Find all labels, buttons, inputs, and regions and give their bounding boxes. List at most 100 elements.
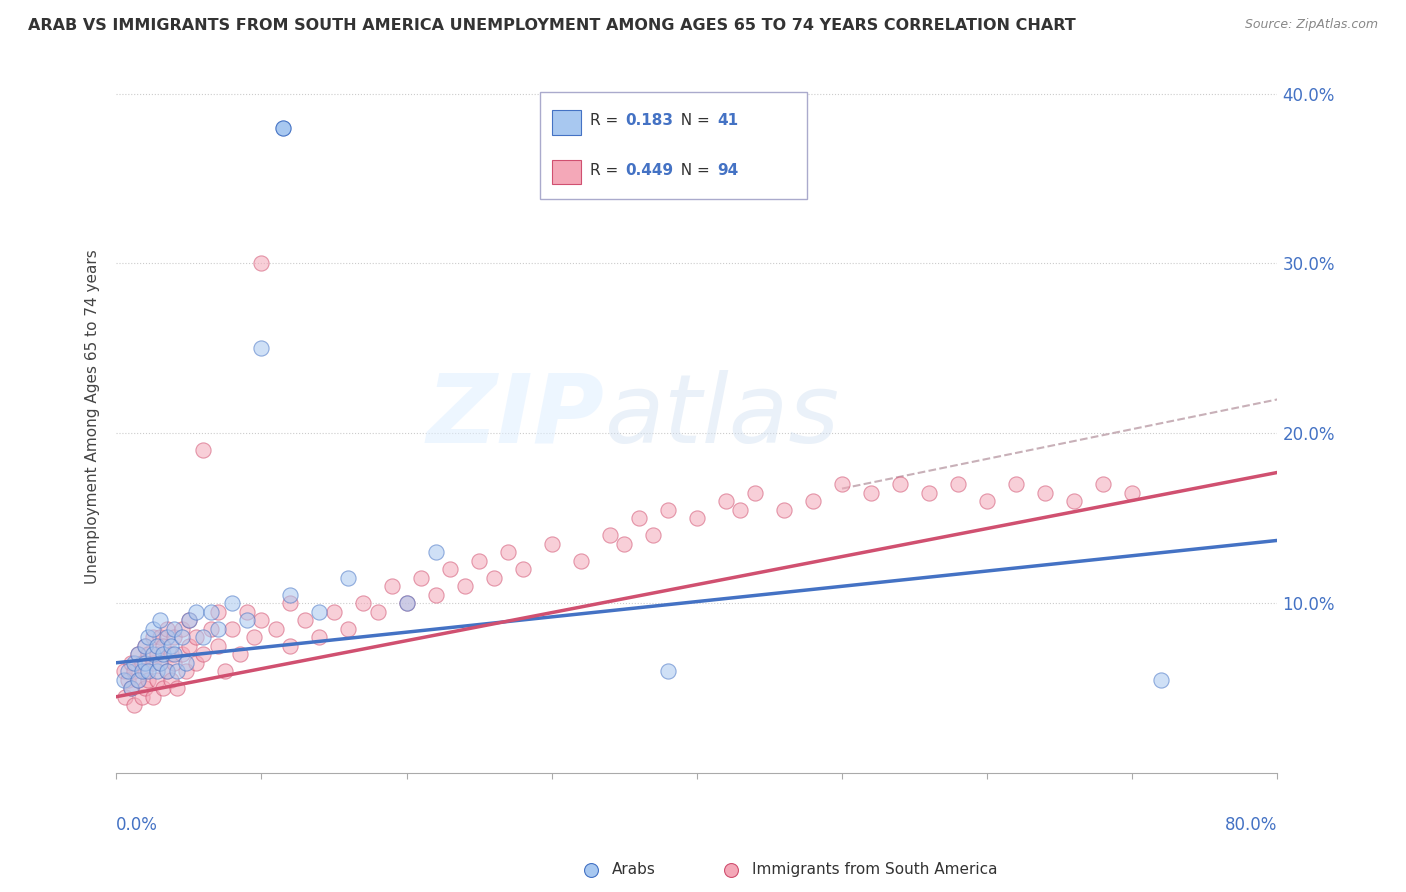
Point [207, 622, 229, 636]
Point [599, 528, 621, 542]
Point [686, 511, 709, 525]
Point [146, 673, 169, 687]
Point [280, 639, 302, 653]
Point [149, 613, 172, 627]
Point [177, 613, 200, 627]
Point [425, 545, 447, 559]
Point [127, 647, 149, 661]
Point [122, 665, 145, 679]
Point [127, 673, 149, 687]
Point [127, 647, 149, 661]
Point [236, 613, 259, 627]
Point [120, 681, 142, 696]
Point [323, 605, 346, 619]
Point [1092, 477, 1115, 491]
Point [540, 537, 562, 551]
Text: ZIP: ZIP [426, 370, 605, 463]
Point [207, 605, 229, 619]
Point [131, 665, 153, 679]
Point [184, 630, 207, 644]
Point [134, 639, 156, 653]
Point [134, 639, 156, 653]
Point [170, 647, 193, 661]
Point [193, 630, 215, 644]
Text: 41: 41 [717, 112, 740, 128]
Point [643, 528, 665, 542]
Point [1033, 486, 1056, 500]
Point [250, 613, 273, 627]
Point [163, 630, 186, 644]
Point [613, 537, 636, 551]
Point [156, 665, 179, 679]
Point [214, 665, 236, 679]
Point [131, 690, 153, 704]
Point [112, 665, 135, 679]
Point [1005, 477, 1028, 491]
Point [453, 579, 475, 593]
Point [831, 477, 853, 491]
Point [112, 673, 135, 687]
Point [889, 477, 911, 491]
Point [482, 571, 505, 585]
Point [264, 622, 287, 636]
Point [280, 596, 302, 610]
Point [142, 622, 165, 636]
Point [160, 673, 183, 687]
Text: 0.183: 0.183 [624, 112, 673, 128]
Point [163, 656, 186, 670]
Text: Immigrants from South America: Immigrants from South America [752, 863, 998, 877]
Text: atlas: atlas [605, 370, 839, 463]
Point [337, 571, 360, 585]
Point [381, 579, 404, 593]
Point [163, 647, 186, 661]
Point [117, 665, 139, 679]
Point [395, 596, 418, 610]
Point [142, 690, 165, 704]
FancyBboxPatch shape [540, 92, 807, 199]
Text: Arabs: Arabs [612, 863, 655, 877]
Point [271, 120, 294, 135]
Point [131, 656, 153, 670]
Point [200, 622, 222, 636]
Point [714, 494, 737, 508]
Point [221, 596, 243, 610]
Point [439, 562, 461, 576]
Point [714, 723, 737, 738]
Point [166, 681, 188, 696]
Text: R =: R = [591, 162, 623, 178]
Point [193, 647, 215, 661]
Point [136, 647, 159, 661]
Point [184, 656, 207, 670]
Point [744, 486, 766, 500]
Point [166, 665, 188, 679]
Text: 0.449: 0.449 [624, 162, 673, 178]
Point [122, 698, 145, 713]
Text: N =: N = [671, 162, 714, 178]
Text: 0.0%: 0.0% [117, 816, 157, 834]
Point [773, 503, 796, 517]
Point [120, 656, 142, 670]
Point [117, 673, 139, 687]
Point [200, 605, 222, 619]
FancyBboxPatch shape [551, 110, 581, 135]
Point [395, 596, 418, 610]
Point [134, 681, 156, 696]
Point [243, 630, 266, 644]
Point [193, 443, 215, 458]
Point [1063, 494, 1085, 508]
Point [228, 647, 250, 661]
Text: Source: ZipAtlas.com: Source: ZipAtlas.com [1244, 18, 1378, 31]
Text: 94: 94 [717, 162, 740, 178]
Point [146, 639, 169, 653]
Point [152, 647, 174, 661]
Point [149, 656, 172, 670]
Point [221, 622, 243, 636]
Point [657, 665, 679, 679]
Point [142, 647, 165, 661]
Point [236, 605, 259, 619]
Point [352, 596, 374, 610]
Point [160, 647, 183, 661]
Point [136, 665, 159, 679]
Point [337, 622, 360, 636]
Text: R =: R = [591, 112, 623, 128]
